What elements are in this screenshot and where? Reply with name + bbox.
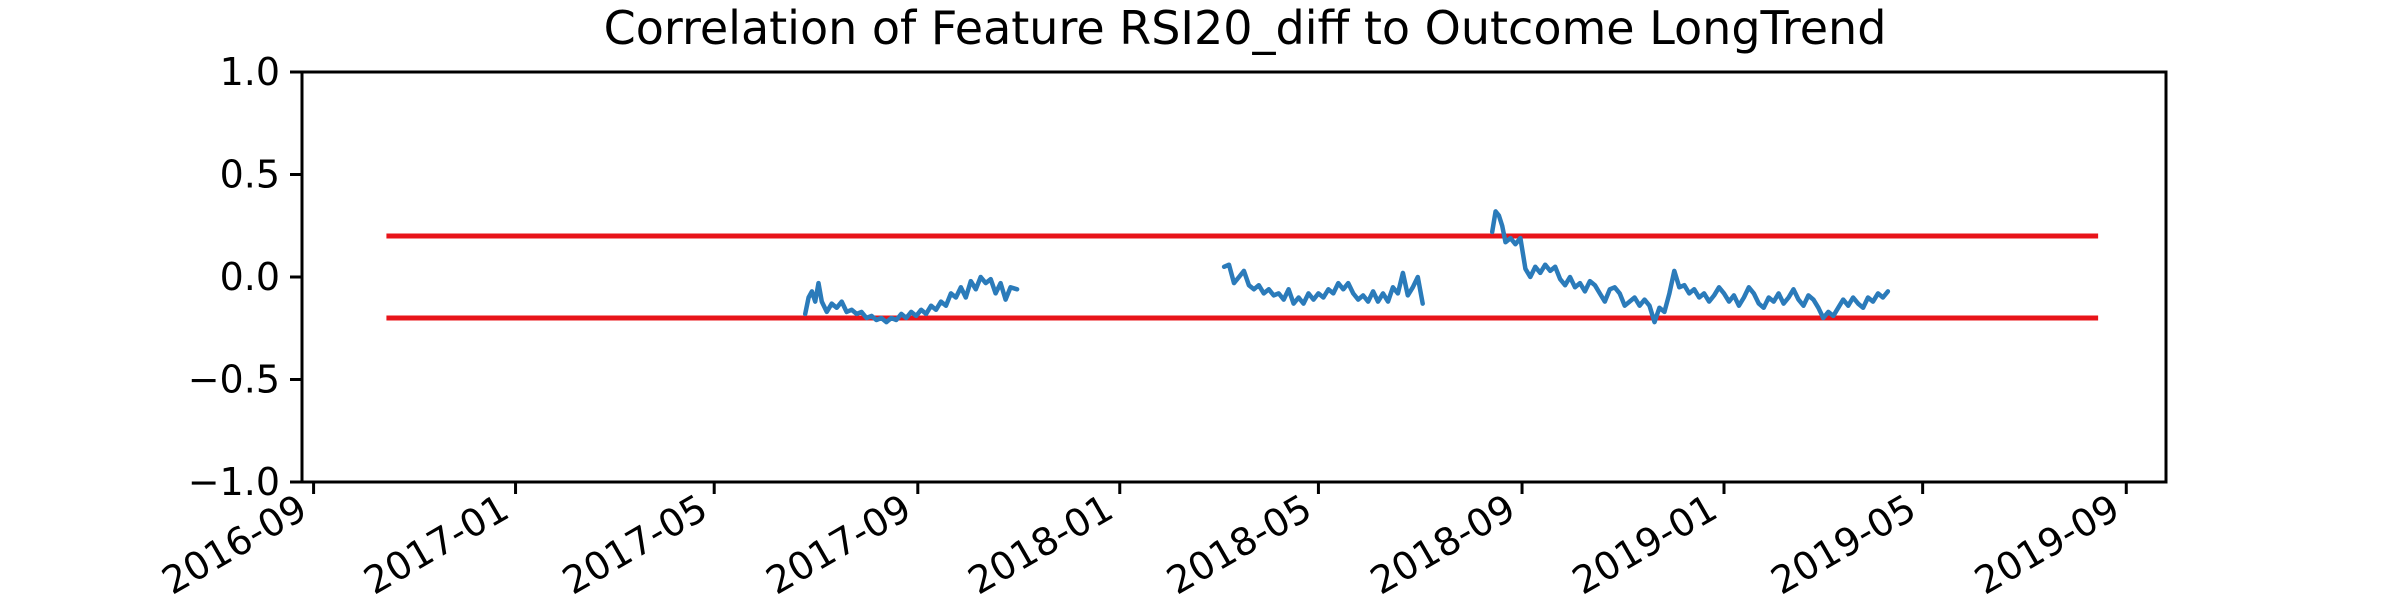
x-tick-label: 2019-09	[1967, 486, 2127, 600]
chart-title: Correlation of Feature RSI20_diff to Out…	[604, 1, 1887, 55]
y-tick-label: −0.5	[188, 358, 280, 402]
x-tick-label: 2018-05	[1159, 486, 1319, 600]
x-tick-label: 2019-01	[1565, 486, 1725, 600]
x-tick-label: 2018-09	[1363, 486, 1523, 600]
y-tick-label: 0.0	[220, 255, 280, 299]
x-tick-label: 2017-01	[357, 486, 517, 600]
y-tick-label: −1.0	[188, 460, 280, 504]
x-tick-label: 2019-05	[1764, 486, 1924, 600]
x-tick-label: 2017-05	[555, 486, 715, 600]
y-tick-label: 1.0	[220, 50, 280, 94]
y-tick-label: 0.5	[220, 153, 280, 197]
series-line-segment	[802, 274, 1020, 325]
series-line-segment	[1489, 209, 1891, 325]
x-tick-label: 2018-01	[961, 486, 1121, 600]
x-tick-label: 2017-09	[759, 486, 919, 600]
series-line-segment	[1221, 262, 1425, 306]
